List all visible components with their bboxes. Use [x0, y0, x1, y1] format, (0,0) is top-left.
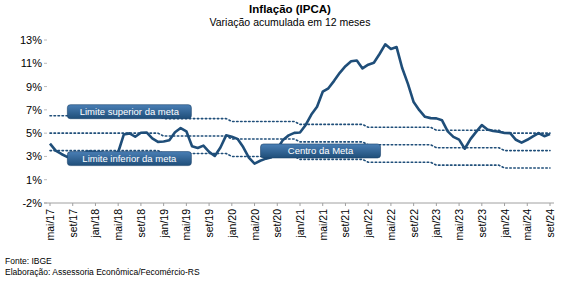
x-tick-label: jan/18	[89, 209, 101, 239]
x-axis	[44, 203, 554, 204]
y-tick-label: 9%	[26, 81, 42, 93]
y-tick	[44, 133, 47, 134]
x-tick	[459, 203, 460, 206]
y-tick	[44, 109, 47, 110]
x-tick	[504, 203, 505, 206]
x-tick-label: set/23	[476, 209, 488, 238]
x-tick	[95, 203, 96, 206]
x-tick	[322, 203, 323, 206]
y-tick	[44, 156, 47, 157]
callout-box	[261, 144, 381, 158]
x-tick	[390, 203, 391, 206]
y-tick-label: 7%	[26, 104, 42, 116]
callout-label: Centro da Meta	[288, 145, 354, 156]
x-tick	[186, 203, 187, 206]
x-tick-label: jan/19	[158, 209, 170, 239]
y-tick	[44, 63, 47, 64]
x-tick-label: mai/22	[385, 209, 397, 241]
y-tick	[44, 40, 47, 41]
callout-label: Limite inferior da meta	[82, 153, 177, 164]
y-tick-label: 5%	[26, 127, 42, 139]
x-tick	[368, 203, 369, 206]
x-tick-label: mai/20	[249, 209, 261, 241]
x-tick-label: jan/24	[499, 209, 511, 239]
y-tick-label: 11%	[21, 57, 42, 69]
subtitle: Variação acumulada em 12 meses	[210, 16, 371, 28]
x-tick-label: jan/21	[294, 209, 306, 239]
x-tick	[163, 203, 164, 206]
x-tick-label: set/24	[544, 209, 556, 238]
plot-area	[50, 44, 550, 168]
chart: Inflação (IPCA)Variação acumulada em 12 …	[0, 0, 567, 284]
x-tick	[527, 203, 528, 206]
callout-box	[67, 105, 191, 119]
callout-box	[67, 152, 191, 166]
x-tick-label: mai/17	[44, 209, 56, 241]
callout-label: Limite superior da meta	[80, 106, 180, 117]
x-tick	[72, 203, 73, 206]
x-tick-label: set/17	[67, 209, 79, 238]
x-tick	[300, 203, 301, 206]
x-tick-label: jan/20	[226, 209, 238, 239]
ipca-line	[50, 44, 550, 163]
y-tick	[44, 86, 47, 87]
x-tick	[254, 203, 255, 206]
x-tick	[140, 203, 141, 206]
x-tick-label: mai/21	[317, 209, 329, 241]
x-tick-label: set/22	[408, 209, 420, 238]
x-tick	[277, 203, 278, 206]
y-tick-label: -2%	[22, 197, 42, 209]
x-tick-label: set/18	[135, 209, 147, 238]
x-tick-label: mai/24	[521, 209, 533, 241]
x-tick-label: mai/23	[453, 209, 465, 241]
x-tick-label: set/21	[339, 209, 351, 238]
x-tick	[436, 203, 437, 206]
x-tick-label: set/20	[271, 209, 283, 238]
x-tick	[231, 203, 232, 206]
y-tick-label: 1%	[26, 174, 42, 186]
x-tick	[209, 203, 210, 206]
x-tick-label: mai/19	[180, 209, 192, 241]
source-note: Elaboração: Assessoria Econômica/Fecomér…	[5, 267, 200, 277]
y-tick-label: 13%	[20, 34, 42, 46]
x-tick	[50, 203, 51, 206]
y-tick-label: 3%	[26, 150, 42, 162]
x-tick	[550, 203, 551, 206]
x-tick	[481, 203, 482, 206]
x-tick-label: jan/22	[362, 209, 374, 239]
x-tick	[413, 203, 414, 206]
source-note: Fonte: IBGE	[5, 256, 52, 266]
x-tick-label: jan/23	[430, 209, 442, 239]
y-tick	[44, 179, 47, 180]
x-tick	[118, 203, 119, 206]
x-tick-label: set/19	[203, 209, 215, 238]
title: Inflação (IPCA)	[249, 3, 331, 15]
x-tick-label: mai/18	[112, 209, 124, 241]
x-tick	[345, 203, 346, 206]
